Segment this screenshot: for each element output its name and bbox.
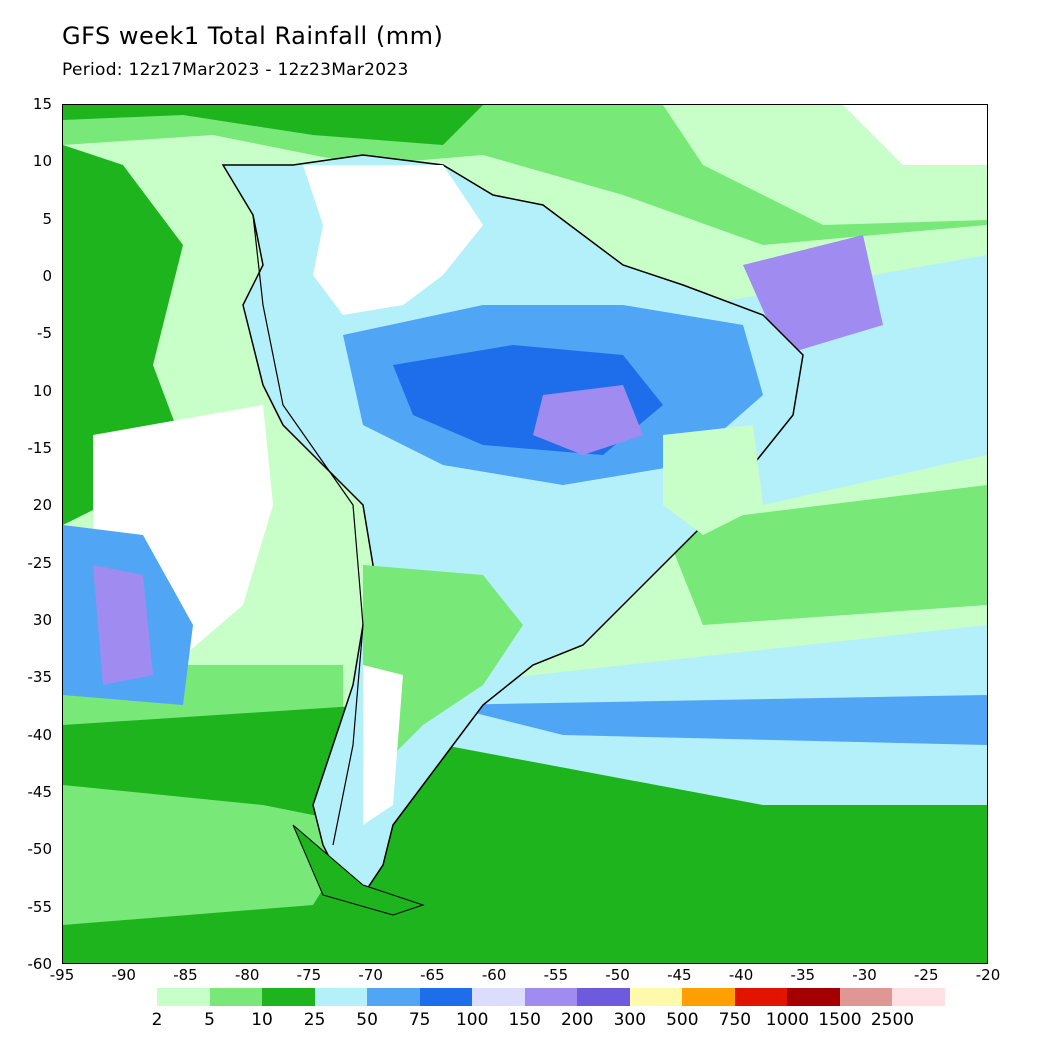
lon-tick-label: -85: [173, 966, 198, 984]
colorbar-level-label: 500: [666, 1010, 699, 1030]
lon-tick-label: -95: [49, 966, 75, 984]
colorbar-level-label: 75: [408, 1010, 431, 1030]
rain-band-south-atlantic-blue: [443, 695, 987, 745]
rain-band-east-atlantic: [663, 485, 987, 625]
colorbar-level-label: 5: [204, 1010, 215, 1030]
colorbar-level-label: 300: [613, 1010, 647, 1030]
lat-tick-label: 20: [32, 496, 52, 515]
colorbar-level-label: 150: [508, 1010, 541, 1030]
colorbar-swatch: [367, 988, 421, 1006]
rain-band-north-dark: [63, 105, 483, 145]
colorbar-level-label: 25: [303, 1010, 326, 1030]
lat-tick-label: -45: [27, 783, 53, 801]
colorbar-level-label: 10: [251, 1010, 273, 1030]
colorbar-swatch: [577, 988, 631, 1006]
colorbar-swatch: [629, 988, 683, 1006]
colorbar-swatch: [419, 988, 473, 1006]
colorbar-swatch: [892, 988, 946, 1006]
rain-area-southern-cone: [363, 565, 523, 765]
lon-tick-label: -30: [852, 966, 877, 984]
dry-area-ne-brazil: [663, 425, 763, 535]
rainfall-map-svg: [63, 105, 987, 963]
lon-tick-label: -20: [975, 966, 1001, 984]
colorbar-level-label: 100: [455, 1010, 489, 1030]
lon-tick-label: -35: [790, 966, 816, 984]
lat-tick-label: 30: [32, 611, 52, 629]
lat-tick-label: -50: [27, 840, 53, 859]
lon-tick-label: -25: [914, 966, 939, 984]
dry-area-ne: [843, 105, 987, 165]
chart-title: GFS week1 Total Rainfall (mm): [62, 22, 444, 50]
lat-tick-label: -35: [27, 668, 53, 687]
colorbar-level-label: 2: [151, 1010, 163, 1030]
colorbar-level-label: 200: [561, 1010, 594, 1030]
lat-tick-label: 10: [32, 381, 52, 400]
lon-tick-label: -50: [605, 966, 630, 984]
lat-tick-label: -5: [37, 324, 52, 343]
lon-tick-label: -55: [543, 966, 569, 984]
lon-tick-label: -75: [296, 966, 322, 984]
lon-tick-label: -70: [358, 966, 383, 984]
rain-area-amazon-purple: [533, 385, 643, 455]
colorbar-swatch: [524, 988, 578, 1006]
colorbar-swatch: [472, 988, 526, 1006]
colorbar-level-label: 750: [718, 1010, 752, 1030]
lat-tick-label: 0: [42, 267, 52, 285]
colorbar-swatch: [734, 988, 788, 1006]
lat-tick-label: -40: [27, 725, 53, 744]
lat-tick-label: 10: [32, 152, 52, 171]
colorbar-level-label: 50: [356, 1010, 378, 1030]
lat-tick-label: 15: [32, 95, 52, 113]
rainfall-map: [62, 104, 988, 964]
colorbar-swatch: [157, 988, 210, 1006]
rain-band-equatorial-purple: [743, 235, 883, 355]
colorbar-swatch: [262, 988, 316, 1006]
lon-tick-label: -80: [234, 966, 260, 984]
dry-area-venezuela: [303, 165, 483, 315]
colorbar-swatch: [209, 988, 263, 1006]
lon-tick-label: -45: [667, 966, 692, 984]
colorbar-swatch: [314, 988, 368, 1006]
colorbar-swatch: [787, 988, 841, 1006]
lat-tick-label: -60: [27, 955, 53, 973]
andes-coastline: [252, 214, 364, 846]
lat-tick-label: -15: [27, 439, 53, 457]
colorbar-swatch: [682, 988, 736, 1006]
dry-area-patagonia: [363, 665, 403, 825]
lat-tick-label: -25: [27, 553, 53, 572]
lon-tick-label: -90: [111, 966, 136, 984]
colorbar-level-label: 1500: [818, 1010, 862, 1030]
colorbar-level-label: 1000: [765, 1010, 810, 1030]
colorbar-level-label: 2500: [870, 1010, 915, 1030]
rain-band-south-green: [63, 785, 363, 925]
chart-period: Period: 12z17Mar2023 - 12z23Mar2023: [62, 60, 409, 80]
lon-tick-label: -60: [481, 966, 507, 984]
lat-tick-label: 5: [42, 209, 52, 228]
lon-tick-label: -65: [420, 966, 445, 984]
colorbar-swatch: [839, 988, 893, 1006]
lat-tick-label: -55: [27, 897, 53, 916]
rain-band-pacific-purple: [93, 565, 153, 685]
lon-tick-label: -40: [728, 966, 754, 984]
tierra-del-fuego: [292, 824, 425, 916]
